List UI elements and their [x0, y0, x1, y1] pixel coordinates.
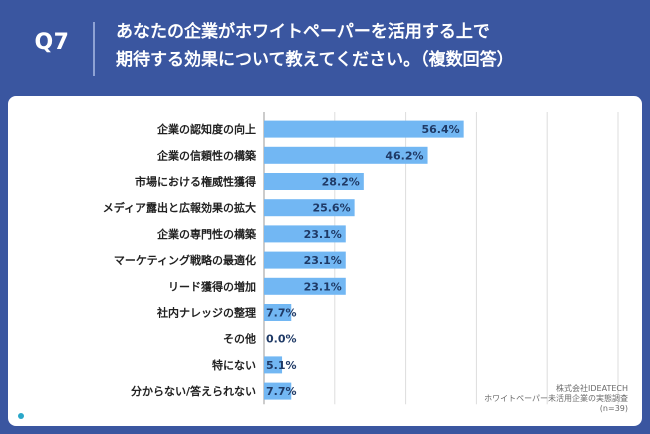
category-label: 分からない/答えられない [131, 384, 256, 398]
data-label: 7.7% [266, 307, 297, 320]
question-title-line-2: 期待する効果について教えてください。（複数回答） [116, 50, 514, 70]
data-label: 28.2% [322, 176, 360, 189]
question-number: Q7 [34, 30, 70, 55]
bar [264, 356, 283, 374]
footnote-sample: (n=39) [599, 404, 628, 413]
bar [264, 173, 364, 190]
footnote-survey: ホワイトペーパー未活用企業の実態調査 [484, 394, 628, 403]
data-label: 23.1% [304, 280, 342, 293]
category-label: 特にない [212, 358, 256, 372]
logo-icon [14, 409, 28, 423]
data-label: 25.6% [312, 202, 350, 215]
data-label: 5.1% [266, 359, 297, 372]
category-label: 企業の信頼性の構築 [156, 148, 257, 162]
category-label: その他 [223, 332, 256, 346]
risapy-logo: リサピー [14, 407, 80, 425]
footnote-company: 株式会社IDEATECH [556, 384, 628, 393]
data-label: 23.1% [304, 228, 342, 241]
bar [264, 146, 428, 164]
category-label: 市場における権威性獲得 [135, 175, 256, 189]
data-label: 56.4% [421, 123, 459, 136]
question-title: あなたの企業がホワイトペーパーを活用する上で 期待する効果について教えてください… [116, 18, 636, 74]
bar-chart: 企業の認知度の向上 56.4% 企業の信頼性の構築 46.2% 市場における権威性獲得 2… [103, 112, 619, 405]
bar [264, 225, 346, 243]
category-label: リード獲得の増加 [168, 279, 256, 293]
category-label: 企業の専門性の構築 [156, 227, 257, 241]
category-label: メディア露出と広報効果の拡大 [103, 201, 256, 215]
bar [264, 382, 292, 400]
bar [264, 251, 346, 269]
question-header: Q7 あなたの企業がホワイトペーパーを活用する上で 期待する効果について教えてく… [0, 0, 650, 96]
data-label: 7.7% [266, 385, 297, 398]
bar [264, 304, 292, 321]
data-label: 46.2% [385, 149, 423, 162]
data-label: 0.0% [266, 333, 297, 346]
survey-footnote: 株式会社IDEATECH ホワイトペーパー未活用企業の実態調査 (n=39) [484, 384, 628, 414]
bar [264, 120, 464, 138]
category-label: マーケティング戦略の最適化 [114, 253, 256, 267]
bar [264, 199, 355, 217]
category-label: 企業の認知度の向上 [156, 122, 256, 136]
bar [264, 277, 346, 295]
chart-card: 企業の認知度の向上 56.4% 企業の信頼性の構築 46.2% 市場における権威性獲得 2… [8, 96, 642, 426]
header-divider [93, 22, 95, 76]
logo-text: リサピー [32, 409, 81, 424]
data-label: 23.1% [304, 254, 342, 267]
category-label: 社内ナレッジの整理 [156, 306, 256, 320]
question-title-line-1: あなたの企業がホワイトペーパーを活用する上で [116, 22, 490, 42]
